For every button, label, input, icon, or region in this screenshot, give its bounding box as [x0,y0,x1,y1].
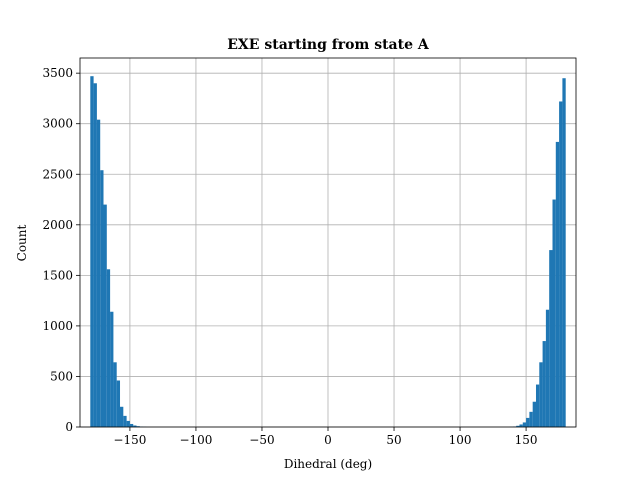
y-tick-label: 500 [50,369,73,383]
axis-ticks: −150 −100 −50 0 50 100 15005001000150020002500… [42,66,537,447]
x-tick-label: −50 [249,433,274,447]
histogram-bar [126,420,130,427]
histogram-bar [96,119,101,428]
histogram-bar [545,309,550,427]
histogram-bar [133,425,137,427]
y-tick-label: 0 [65,420,73,434]
histogram-bar [129,423,134,427]
chart-title: EXE starting from state A [227,37,430,53]
histogram-bar [526,417,530,427]
histogram-bar [539,362,543,427]
histogram-bar [562,78,566,427]
y-tick-label: 2500 [42,167,73,181]
histogram-bar [100,170,104,428]
histogram-bar [559,101,563,428]
y-tick-label: 3000 [42,117,73,131]
histogram-bar [113,362,117,427]
histogram-bar [555,141,560,427]
x-tick-label: 100 [449,433,472,447]
y-tick-label: 2000 [42,218,73,232]
histogram-bar [542,341,546,427]
histogram-bar [106,269,111,427]
histogram-bar [519,424,523,427]
histogram-bar [90,76,94,427]
histogram-bar [522,422,527,427]
y-axis-label: Count [15,224,29,261]
x-axis-label: Dihedral (deg) [284,457,372,471]
histogram-bar [529,411,533,427]
y-tick-label: 1500 [42,268,73,282]
histogram-bar [532,401,536,427]
histogram-bar [549,250,553,427]
x-tick-label: 0 [324,433,332,447]
histogram-bar [516,425,520,427]
histogram-bar [110,311,114,427]
histogram-bar [123,415,127,427]
histogram-bars [90,76,566,428]
x-tick-label: 150 [515,433,538,447]
histogram-bar [93,83,97,427]
x-tick-label: 50 [386,433,401,447]
histogram-bar [116,380,121,427]
histogram-bar [136,426,140,427]
histogram-bar [120,406,124,427]
x-tick-label: −150 [113,433,146,447]
histogram-bar [103,204,107,427]
histogram-bar [535,384,540,427]
x-tick-label: −100 [179,433,212,447]
y-tick-label: 1000 [42,319,73,333]
histogram-bar [552,199,556,427]
y-tick-label: 3500 [42,66,73,80]
